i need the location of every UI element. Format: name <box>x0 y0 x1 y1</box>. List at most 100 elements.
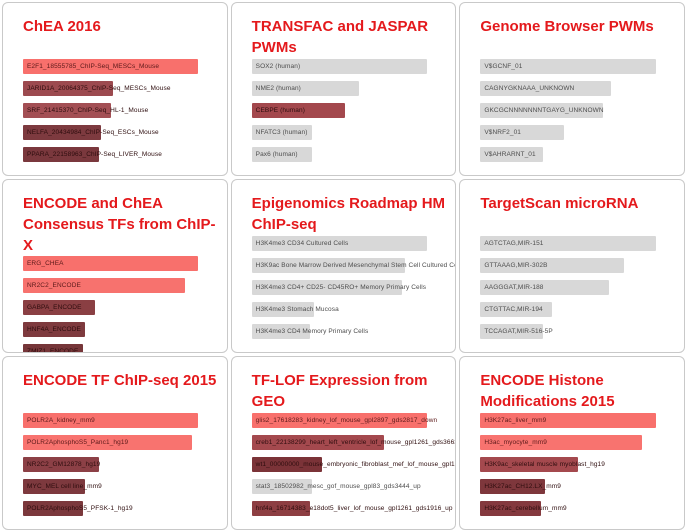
enrichment-bar-label: SRF_21415370_ChIP-Seq_HL-1_Mouse <box>27 107 149 114</box>
library-panel-encode-chea-consensus: ENCODE and ChEA Consensus TFs from ChIP-… <box>2 179 228 353</box>
enrichment-bar[interactable]: NR2C2_GM12878_hg19 <box>23 457 100 472</box>
enrichment-bar[interactable]: ZMIZ1_ENCODE <box>23 344 84 353</box>
enrichment-bar-label: SOX2 (human) <box>255 63 301 70</box>
enrichment-bar-label: NME2 (human) <box>255 85 301 92</box>
enrichment-bar[interactable]: H3ac_myocyte_mm9 <box>480 435 642 450</box>
library-title[interactable]: ENCODE Histone Modifications 2015 <box>480 372 615 410</box>
enrichment-bar[interactable]: GTTAAAG,MIR-302B <box>480 258 625 273</box>
enrichment-bar-label: V$GCNF_01 <box>484 63 523 70</box>
enrichment-bar[interactable]: GABPA_ENCODE <box>23 300 96 315</box>
enrichment-bar[interactable]: H3K4me3 CD4+ CD25- CD45RO+ Memory Primar… <box>251 280 426 295</box>
library-title[interactable]: ChEA 2016 <box>23 18 101 35</box>
enrichment-bar-label: H3K9ac Bone Marrow Derived Mesenchymal S… <box>255 262 457 269</box>
enrichment-bar-label: NELFA_20434984_ChIP-Seq_ESCs_Mouse <box>27 129 159 136</box>
enrichment-bar[interactable]: H3K27ac_liver_mm9 <box>480 413 656 428</box>
enrichment-bar-label: JARID1A_20064375_ChIP-Seq_MESCs_Mouse <box>27 85 171 92</box>
enrichment-bar-label: AAGGGAT,MIR-188 <box>484 284 544 291</box>
enrichment-bar-label: POLR2A_kidney_mm9 <box>27 417 95 424</box>
enrichment-bar[interactable]: V$AHRARNT_01 <box>480 147 543 162</box>
enrichment-bar[interactable]: CTGTTAC,MIR-194 <box>480 302 553 317</box>
library-title[interactable]: TF-LOF Expression from GEO <box>251 372 428 410</box>
library-panel-targetscan-microrna: TargetScan microRNA AGTCTAG,MIR-151 GTTAA… <box>459 179 685 353</box>
enrichment-bar-label: stat3_18502982_mesc_gof_mouse_gpl83_gds3… <box>255 483 421 490</box>
enrichment-bar[interactable]: SRF_21415370_ChIP-Seq_HL-1_Mouse <box>23 103 148 118</box>
enrichment-bar[interactable]: hnf4a_16714383_e18dot5_liver_lof_mouse_g… <box>251 501 452 516</box>
enrichment-bar-label: H3K9ac_skeletal muscle myoblast_hg19 <box>484 461 605 468</box>
bar-chart: glis2_17618283_kidney_lof_mouse_gpl2897_… <box>251 413 455 516</box>
enrichment-bar[interactable]: glis2_17618283_kidney_lof_mouse_gpl2897_… <box>251 413 437 428</box>
enrichment-bar[interactable]: TCCAGAT,MIR-516-5P <box>480 324 553 339</box>
bar-chart: AGTCTAG,MIR-151 GTTAAAG,MIR-302B AAGGGAT,M… <box>480 236 675 339</box>
enrichment-bar[interactable]: NR2C2_ENCODE <box>23 278 185 293</box>
library-panel-encode-tf-chip-seq-2015: ENCODE TF ChIP-seq 2015 POLR2A_kidney_mm… <box>2 356 228 530</box>
library-title[interactable]: Genome Browser PWMs <box>480 18 654 35</box>
enrichment-bar-label: E2F1_18555785_ChIP-Seq_MESCs_Mouse <box>27 63 160 70</box>
enrichment-bar[interactable]: ERG_CHEA <box>23 256 199 271</box>
enrichment-bar[interactable]: wt1_00000000_mouse_embryonic_fibroblast_… <box>251 457 455 472</box>
enrichment-bar[interactable]: H3K4me3 CD34 Cultured Cells <box>251 236 427 251</box>
enrichment-bar[interactable]: POLR2AphosphoS5_Panc1_hg19 <box>23 435 193 450</box>
enrichment-bar-label: H3K4me3 Stomach Mucosa <box>255 306 339 313</box>
library-title[interactable]: ENCODE TF ChIP-seq 2015 <box>23 372 217 389</box>
enrichment-bar[interactable]: E2F1_18555785_ChIP-Seq_MESCs_Mouse <box>23 59 199 74</box>
enrichment-bar[interactable]: AGTCTAG,MIR-151 <box>480 236 656 251</box>
enrichment-bar[interactable]: NFATC3 (human) <box>251 125 312 140</box>
enrichment-bar-label: V$NRF2_01 <box>484 129 521 136</box>
enrichment-bar[interactable]: V$NRF2_01 <box>480 125 565 140</box>
enrichment-bar-label: CTGTTAC,MIR-194 <box>484 306 543 313</box>
bar-chart: POLR2A_kidney_mm9 POLR2AphosphoS5_Panc1_h… <box>23 413 218 516</box>
bar-chart: H3K27ac_liver_mm9 H3ac_myocyte_mm9 H3K9ac_… <box>480 413 675 516</box>
enrichment-bar-label: MYC_MEL cell line_mm9 <box>27 483 102 490</box>
enrichment-bar-label: CEBPE (human) <box>255 107 306 114</box>
enrichment-bar[interactable]: V$GCNF_01 <box>480 59 656 74</box>
enrichment-bar-label: POLR2AphosphoS5_Panc1_hg19 <box>27 439 129 446</box>
enrichment-bar[interactable]: Pax6 (human) <box>251 147 312 162</box>
enrichment-bar[interactable]: GKCGCNNNNNNNTGAYG_UNKNOWN <box>480 103 604 118</box>
enrichment-bar-label: H3K4me3 CD34 Cultured Cells <box>255 240 349 247</box>
enrichment-bar[interactable]: HNF4A_ENCODE <box>23 322 86 337</box>
enrichment-bar-label: H3K27ac_CH12.LX_mm9 <box>484 483 562 490</box>
enrichment-bar-label: H3K27ac_cerebellum_mm9 <box>484 505 567 512</box>
enrichment-bar-label: V$AHRARNT_01 <box>484 151 536 158</box>
bar-chart: E2F1_18555785_ChIP-Seq_MESCs_Mouse JARID1… <box>23 59 218 162</box>
enrichment-bar[interactable]: MYC_MEL cell line_mm9 <box>23 479 102 494</box>
library-panel-encode-histone-modifications-2015: ENCODE Histone Modifications 2015 H3K27a… <box>459 356 685 530</box>
enrichment-bar[interactable]: NELFA_20434984_ChIP-Seq_ESCs_Mouse <box>23 125 159 140</box>
enrichment-bar[interactable]: H3K27ac_cerebellum_mm9 <box>480 501 567 516</box>
bar-chart: ERG_CHEA NR2C2_ENCODE GABPA_ENCODE HNF4A_EN… <box>23 256 218 353</box>
enrichment-bar[interactable]: NME2 (human) <box>251 81 359 96</box>
enrichment-bar-label: CAGNYGKNAAA_UNKNOWN <box>484 85 575 92</box>
bar-chart: SOX2 (human) NME2 (human) CEBPE (human) NFA… <box>251 59 447 162</box>
enrichment-bar[interactable]: POLR2AphosphoS5_PFSK-1_hg19 <box>23 501 133 516</box>
library-title[interactable]: TargetScan microRNA <box>480 195 639 212</box>
enrichment-bar[interactable]: stat3_18502982_mesc_gof_mouse_gpl83_gds3… <box>251 479 421 494</box>
enrichment-bar[interactable]: H3K9ac_skeletal muscle myoblast_hg19 <box>480 457 605 472</box>
enrichment-bar[interactable]: creb1_22138299_heart_left_ventricle_lof_… <box>251 435 455 450</box>
enrichment-bar[interactable]: CEBPE (human) <box>251 103 346 118</box>
library-panel-transfac-jaspar-pwms: TRANSFAC and JASPAR PWMs SOX2 (human) NME… <box>230 2 457 176</box>
enrichment-bar-label: H3ac_myocyte_mm9 <box>484 439 547 446</box>
enrichment-bar[interactable]: H3K9ac Bone Marrow Derived Mesenchymal S… <box>251 258 455 273</box>
enrichment-bar-label: Pax6 (human) <box>255 151 298 158</box>
enrichment-bar-label: H3K4me3 CD4+ CD25- CD45RO+ Memory Primar… <box>255 284 427 291</box>
enrichment-bar[interactable]: CAGNYGKNAAA_UNKNOWN <box>480 81 611 96</box>
library-title[interactable]: Epigenomics Roadmap HM ChIP-seq <box>251 195 446 233</box>
enrichment-bar[interactable]: H3K27ac_CH12.LX_mm9 <box>480 479 561 494</box>
bar-chart: V$GCNF_01 CAGNYGKNAAA_UNKNOWN GKCGCNNNNNNN… <box>480 59 675 162</box>
library-panel-tf-lof-expression-geo: TF-LOF Expression from GEO glis2_1761828… <box>230 356 457 530</box>
enrichment-bar[interactable]: POLR2A_kidney_mm9 <box>23 413 199 428</box>
enrichment-bar-label: ZMIZ1_ENCODE <box>27 348 79 353</box>
enrichment-bar-label: TCCAGAT,MIR-516-5P <box>484 328 553 335</box>
enrichment-bar[interactable]: H3K4me3 CD4 Memory Primary Cells <box>251 324 368 339</box>
enrichment-bar[interactable]: AAGGGAT,MIR-188 <box>480 280 609 295</box>
enrichment-bar[interactable]: JARID1A_20064375_ChIP-Seq_MESCs_Mouse <box>23 81 170 96</box>
enrichment-bar-label: HNF4A_ENCODE <box>27 326 81 333</box>
library-title[interactable]: TRANSFAC and JASPAR PWMs <box>251 18 429 56</box>
enrichment-bar[interactable]: H3K4me3 Stomach Mucosa <box>251 302 339 317</box>
enrichment-bar-label: POLR2AphosphoS5_PFSK-1_hg19 <box>27 505 133 512</box>
enrichment-bar-label: wt1_00000000_mouse_embryonic_fibroblast_… <box>255 461 456 468</box>
enrichment-bar[interactable]: SOX2 (human) <box>251 59 427 74</box>
enrichment-bar[interactable]: PPARA_22158963_ChIP-Seq_LIVER_Mouse <box>23 147 162 162</box>
library-title[interactable]: ENCODE and ChEA Consensus TFs from ChIP-… <box>23 195 216 254</box>
